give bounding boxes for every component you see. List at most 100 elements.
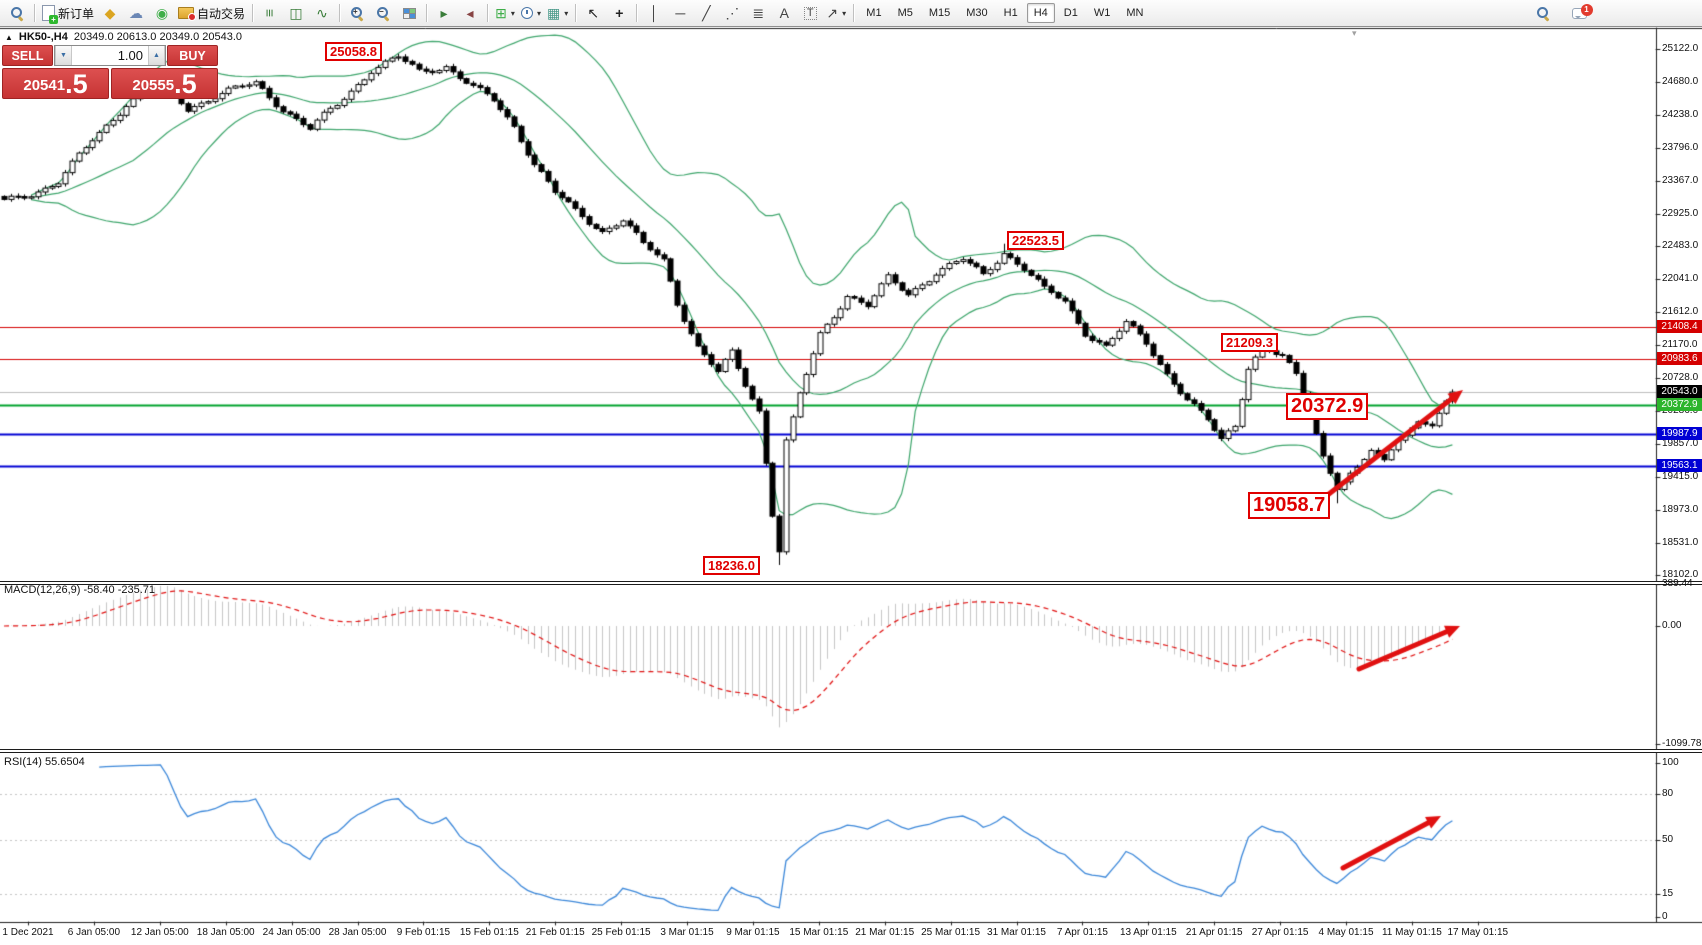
zoom-in-icon-glyph: + (350, 6, 364, 20)
dropdown-caret-icon: ▾ (564, 8, 569, 18)
volume-decrease-button[interactable]: ▼ (55, 46, 72, 65)
buy-price-button[interactable]: 20555.5 (111, 68, 218, 99)
channel-tool-glyph: ⋰ (725, 5, 740, 21)
time-axis-label: 24 Jan 05:00 (262, 927, 321, 938)
chart-shift-icon-glyph: ◂ (466, 5, 474, 21)
panel-separator[interactable] (0, 749, 1702, 753)
bar-chart-icon[interactable]: ≡ (257, 2, 283, 24)
period-dropdown[interactable]: ▾ (518, 2, 544, 24)
trendline-tool[interactable]: ╱ (693, 2, 719, 24)
eraser-icon[interactable]: ◆ (97, 2, 123, 24)
group-separator (426, 4, 428, 22)
toolbar-right: 1 (1530, 2, 1593, 24)
time-axis-label: 9 Mar 01:15 (726, 927, 780, 938)
new-order-button-label: 新订单 (58, 6, 95, 21)
sell-price-button[interactable]: 20541.5 (2, 68, 109, 99)
price-annotation-label[interactable]: 20372.9 (1286, 393, 1369, 420)
dropdown-caret-icon: ▾ (510, 8, 515, 18)
timeframe-m15[interactable]: M15 (928, 7, 951, 19)
buy-button[interactable]: BUY (167, 45, 218, 66)
profiles-icon[interactable]: ☁ (123, 2, 149, 24)
timeframe-h4[interactable]: H4 (1026, 3, 1055, 23)
text-tool[interactable]: A (771, 2, 797, 24)
autotrade-button-glyph (178, 7, 197, 21)
template-dropdown[interactable]: ▦ ▾ (544, 2, 571, 24)
cursor-tool[interactable]: ↖ (580, 2, 606, 24)
shapes-dropdown[interactable]: ↗ ▾ (823, 2, 849, 24)
price-annotation-label[interactable]: 18236.0 (703, 556, 760, 575)
new-order-button-glyph: + (42, 5, 58, 24)
fibonacci-tool[interactable]: ≣ (745, 2, 771, 24)
auto-scroll-icon-glyph: ▸ (440, 5, 448, 21)
collapse-marker-icon[interactable]: ▲ (5, 32, 13, 42)
rsi-label: RSI(14) 55.6504 (4, 756, 85, 768)
timeframe-d1[interactable]: D1 (1063, 7, 1078, 19)
group-separator (34, 4, 35, 22)
auto-scroll-icon[interactable]: ▸ (431, 2, 457, 24)
time-axis-label: 21 Apr 01:15 (1185, 927, 1243, 938)
time-axis-label: 9 Feb 01:15 (396, 927, 451, 938)
horizontal-line-tool[interactable]: ─ (667, 2, 693, 24)
macd-axis-tick: -1099.78 (1662, 738, 1702, 749)
signal-icon-glyph: ◉ (155, 5, 169, 21)
rsi-axis-tick: 80 (1662, 787, 1674, 799)
price-axis-tick: 24680.0 (1662, 75, 1699, 87)
buy-price-main: 20555 (132, 77, 175, 94)
macd-label: MACD(12,26,9) -58.40 -235.71 (4, 584, 156, 596)
line-chart-icon[interactable]: ∿ (309, 2, 335, 24)
price-annotation-label[interactable]: 21209.3 (1221, 333, 1278, 352)
signal-icon[interactable]: ◉ (149, 2, 175, 24)
price-annotation-label[interactable]: 19058.7 (1248, 492, 1331, 519)
cursor-tool-glyph: ↖ (587, 5, 600, 21)
left-clipped-search-icon-glyph (10, 6, 24, 20)
timeframe-m5[interactable]: M5 (897, 7, 913, 19)
template-dropdown-glyph: ▦ (547, 5, 561, 21)
chart-shift-icon[interactable]: ◂ (457, 2, 483, 24)
time-axis-label: 6 Jan 05:00 (67, 927, 121, 938)
left-clipped-search-icon[interactable] (4, 2, 30, 24)
price-axis-tick: 19415.0 (1662, 470, 1699, 482)
zoom-in-icon[interactable]: + (344, 2, 370, 24)
sell-price-main: 20541 (23, 77, 66, 94)
panel-separator[interactable] (0, 581, 1702, 585)
timeframe-h1[interactable]: H1 (1003, 7, 1018, 19)
group-separator (636, 4, 638, 22)
group-separator (252, 4, 254, 22)
sell-button[interactable]: SELL (2, 45, 53, 66)
volume-increase-button[interactable]: ▲ (148, 46, 165, 65)
candlestick-chart-icon[interactable]: ◫ (283, 2, 309, 24)
tile-windows-icon[interactable] (396, 2, 422, 24)
notifications-icon[interactable]: 1 (1566, 2, 1593, 24)
zoom-out-icon[interactable]: − (370, 2, 396, 24)
new-chart-dropdown[interactable]: ⊞ ▾ (492, 2, 518, 24)
time-axis-label: 15 Feb 01:15 (459, 927, 519, 938)
vertical-line-tool[interactable]: │ (641, 2, 667, 24)
price-axis-tick: 23367.0 (1662, 174, 1699, 186)
timeframe-w1[interactable]: W1 (1093, 7, 1111, 19)
crosshair-tool[interactable]: + (606, 2, 632, 24)
channel-tool[interactable]: ⋰ (719, 2, 745, 24)
group-separator (487, 4, 489, 22)
autotrade-button[interactable]: 自动交易 (175, 2, 248, 24)
search-icon[interactable] (1530, 2, 1556, 24)
new-order-button[interactable]: + 新订单 (39, 2, 97, 24)
autotrade-button-label: 自动交易 (197, 6, 246, 21)
buy-price-frac: .5 (174, 69, 197, 99)
price-annotation-label[interactable]: 25058.8 (325, 42, 382, 61)
volume-input[interactable]: 1.00 (117, 48, 143, 63)
chart-top-marker: ▾ (1352, 28, 1357, 38)
price-axis-tick: 22041.0 (1662, 273, 1699, 285)
timeframe-m30[interactable]: M30 (966, 7, 988, 19)
label-tool[interactable]: T (797, 2, 823, 24)
price-axis-tick: 18531.0 (1662, 536, 1699, 548)
vertical-line-tool-glyph: │ (649, 5, 659, 21)
price-axis-tick: 21612.0 (1662, 306, 1699, 318)
timeframe-m1[interactable]: M1 (866, 7, 882, 19)
new-chart-dropdown-glyph: ⊞ (495, 5, 507, 21)
time-axis-label: 25 Feb 01:15 (591, 927, 651, 938)
rsi-axis-tick: 100 (1662, 757, 1679, 768)
price-axis-tick: 20728.0 (1662, 372, 1699, 383)
price-annotation-label[interactable]: 22523.5 (1007, 231, 1064, 250)
timeframe-mn[interactable]: MN (1126, 7, 1144, 19)
